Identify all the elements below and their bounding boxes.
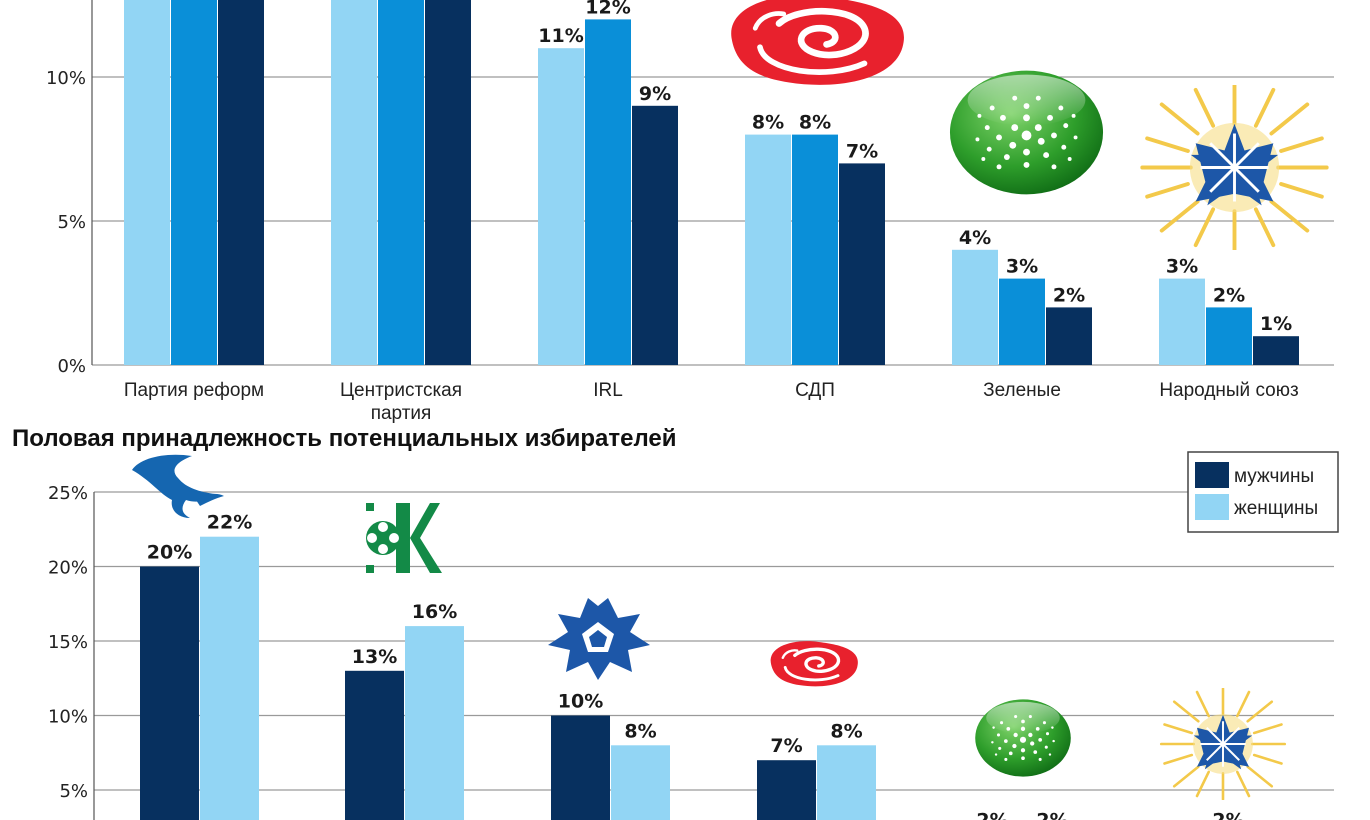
top-bar — [999, 278, 1045, 365]
top-bar — [839, 163, 885, 365]
top-bar — [792, 134, 838, 365]
top-bar — [1046, 307, 1092, 365]
top-bar — [124, 0, 170, 365]
top-bar — [1159, 278, 1205, 365]
legend-swatch-women — [1195, 494, 1229, 520]
top-data-label: 8% — [752, 112, 784, 134]
legend-swatch-men — [1195, 462, 1229, 488]
top-data-label: 2% — [1053, 284, 1085, 306]
bottom-data-label: 13% — [352, 646, 397, 668]
legend-label-men: мужчины — [1234, 466, 1314, 487]
top-category-label: Народный союз — [1159, 380, 1298, 401]
sdp-rose-logo-small — [771, 641, 858, 686]
bottom-bars — [140, 536, 876, 820]
bottom-y-tick-label: 25% — [48, 483, 88, 504]
bottom-y-tick-label: 5% — [59, 781, 88, 802]
top-bar — [171, 0, 217, 365]
bottom-y-axis: 5% 10% 15% 20% 25% — [48, 483, 88, 802]
bottom-bar — [817, 745, 876, 820]
bottom-data-label: 10% — [558, 691, 603, 713]
top-data-label: 1% — [1260, 313, 1292, 335]
top-category-label: Партия реформ — [124, 380, 264, 401]
greens-circle-logo-small — [975, 699, 1071, 777]
top-data-label: 8% — [799, 112, 831, 134]
bottom-y-tick-label: 15% — [48, 632, 88, 653]
bottom-bar — [345, 670, 404, 820]
reform-squirrel-logo — [132, 454, 224, 518]
top-gridlines — [91, 0, 1334, 366]
bottom-bar — [140, 566, 199, 820]
top-y-tick-label: 0% — [57, 356, 86, 377]
top-data-label: 3% — [1006, 256, 1038, 278]
gender-bar-chart: 5% 10% 15% 20% 25% 20% 22% 13% 16% 10% 8% 7% 8% 2% 2%… — [48, 451, 1339, 820]
top-data-label: 12% — [585, 0, 630, 18]
legend: мужчины женщины — [1187, 451, 1339, 533]
top-category-label: Центристская — [340, 380, 462, 401]
bottom-data-label: 20% — [147, 542, 192, 564]
bottom-bar — [405, 626, 464, 820]
bottom-bar — [200, 536, 259, 820]
top-bar-chart: 0% 5% 10% 11%12% 9% 8% 8% 7% 4% 3% 2% 3% 2% 1% Парти… — [46, 0, 1334, 424]
top-y-tick-label: 10% — [46, 68, 86, 89]
top-bar — [585, 19, 631, 366]
bottom-gridlines — [93, 491, 1334, 820]
bottom-data-label: 22% — [207, 512, 252, 534]
top-bar — [538, 48, 584, 365]
top-bar — [218, 0, 264, 365]
centre-k-logo — [366, 503, 442, 573]
top-category-label: СДП — [795, 380, 835, 401]
top-y-tick-label: 5% — [57, 212, 86, 233]
bottom-data-label: 8% — [830, 720, 862, 742]
bottom-data-label: 7% — [770, 735, 802, 757]
top-bar — [331, 0, 377, 365]
chart-title: Половая принадлежность потенциальных изб… — [12, 425, 677, 452]
bottom-data-label: 2% — [976, 810, 1008, 820]
top-bars — [124, 0, 1299, 366]
bottom-bar — [611, 745, 670, 820]
top-data-label: 9% — [639, 83, 671, 105]
bottom-data-labels: 20% 22% 13% 16% 10% 8% 7% 8% 2% 2% 2% — [147, 512, 1245, 820]
bottom-data-label: 2% — [1212, 810, 1244, 820]
top-bar — [1206, 307, 1252, 365]
bottom-bar — [551, 715, 610, 820]
peoples-union-cornflower-logo-small — [1159, 688, 1287, 800]
top-bar — [425, 0, 471, 365]
sdp-rose-logo — [731, 0, 904, 85]
top-category-label: Зеленые — [983, 380, 1061, 401]
top-data-label: 2% — [1213, 284, 1245, 306]
top-bar — [378, 0, 424, 365]
top-data-label: 3% — [1166, 256, 1198, 278]
bottom-data-label: 2% — [1036, 810, 1068, 820]
top-data-label: 7% — [846, 140, 878, 162]
top-category-label: партия — [371, 403, 432, 424]
legend-label-women: женщины — [1234, 498, 1318, 519]
top-bar — [1253, 336, 1299, 365]
peoples-union-cornflower-logo — [1140, 85, 1329, 250]
irl-star-logo — [548, 598, 650, 680]
bottom-y-tick-label: 20% — [48, 558, 88, 579]
top-bar — [745, 134, 791, 365]
bottom-y-tick-label: 10% — [48, 707, 88, 728]
top-bar — [632, 105, 678, 366]
top-data-labels: 11%12% 9% 8% 8% 7% 4% 3% 2% 3% 2% 1% — [538, 0, 1292, 335]
top-data-label: 4% — [959, 227, 991, 249]
top-data-label: 11% — [538, 25, 583, 47]
bottom-data-label: 8% — [624, 720, 656, 742]
top-bar — [952, 249, 998, 365]
bottom-data-label: 16% — [412, 601, 457, 623]
top-y-axis: 0% 5% 10% — [46, 68, 86, 377]
bottom-bar — [757, 760, 816, 820]
greens-circle-logo — [949, 70, 1104, 195]
top-category-label: IRL — [593, 380, 623, 401]
